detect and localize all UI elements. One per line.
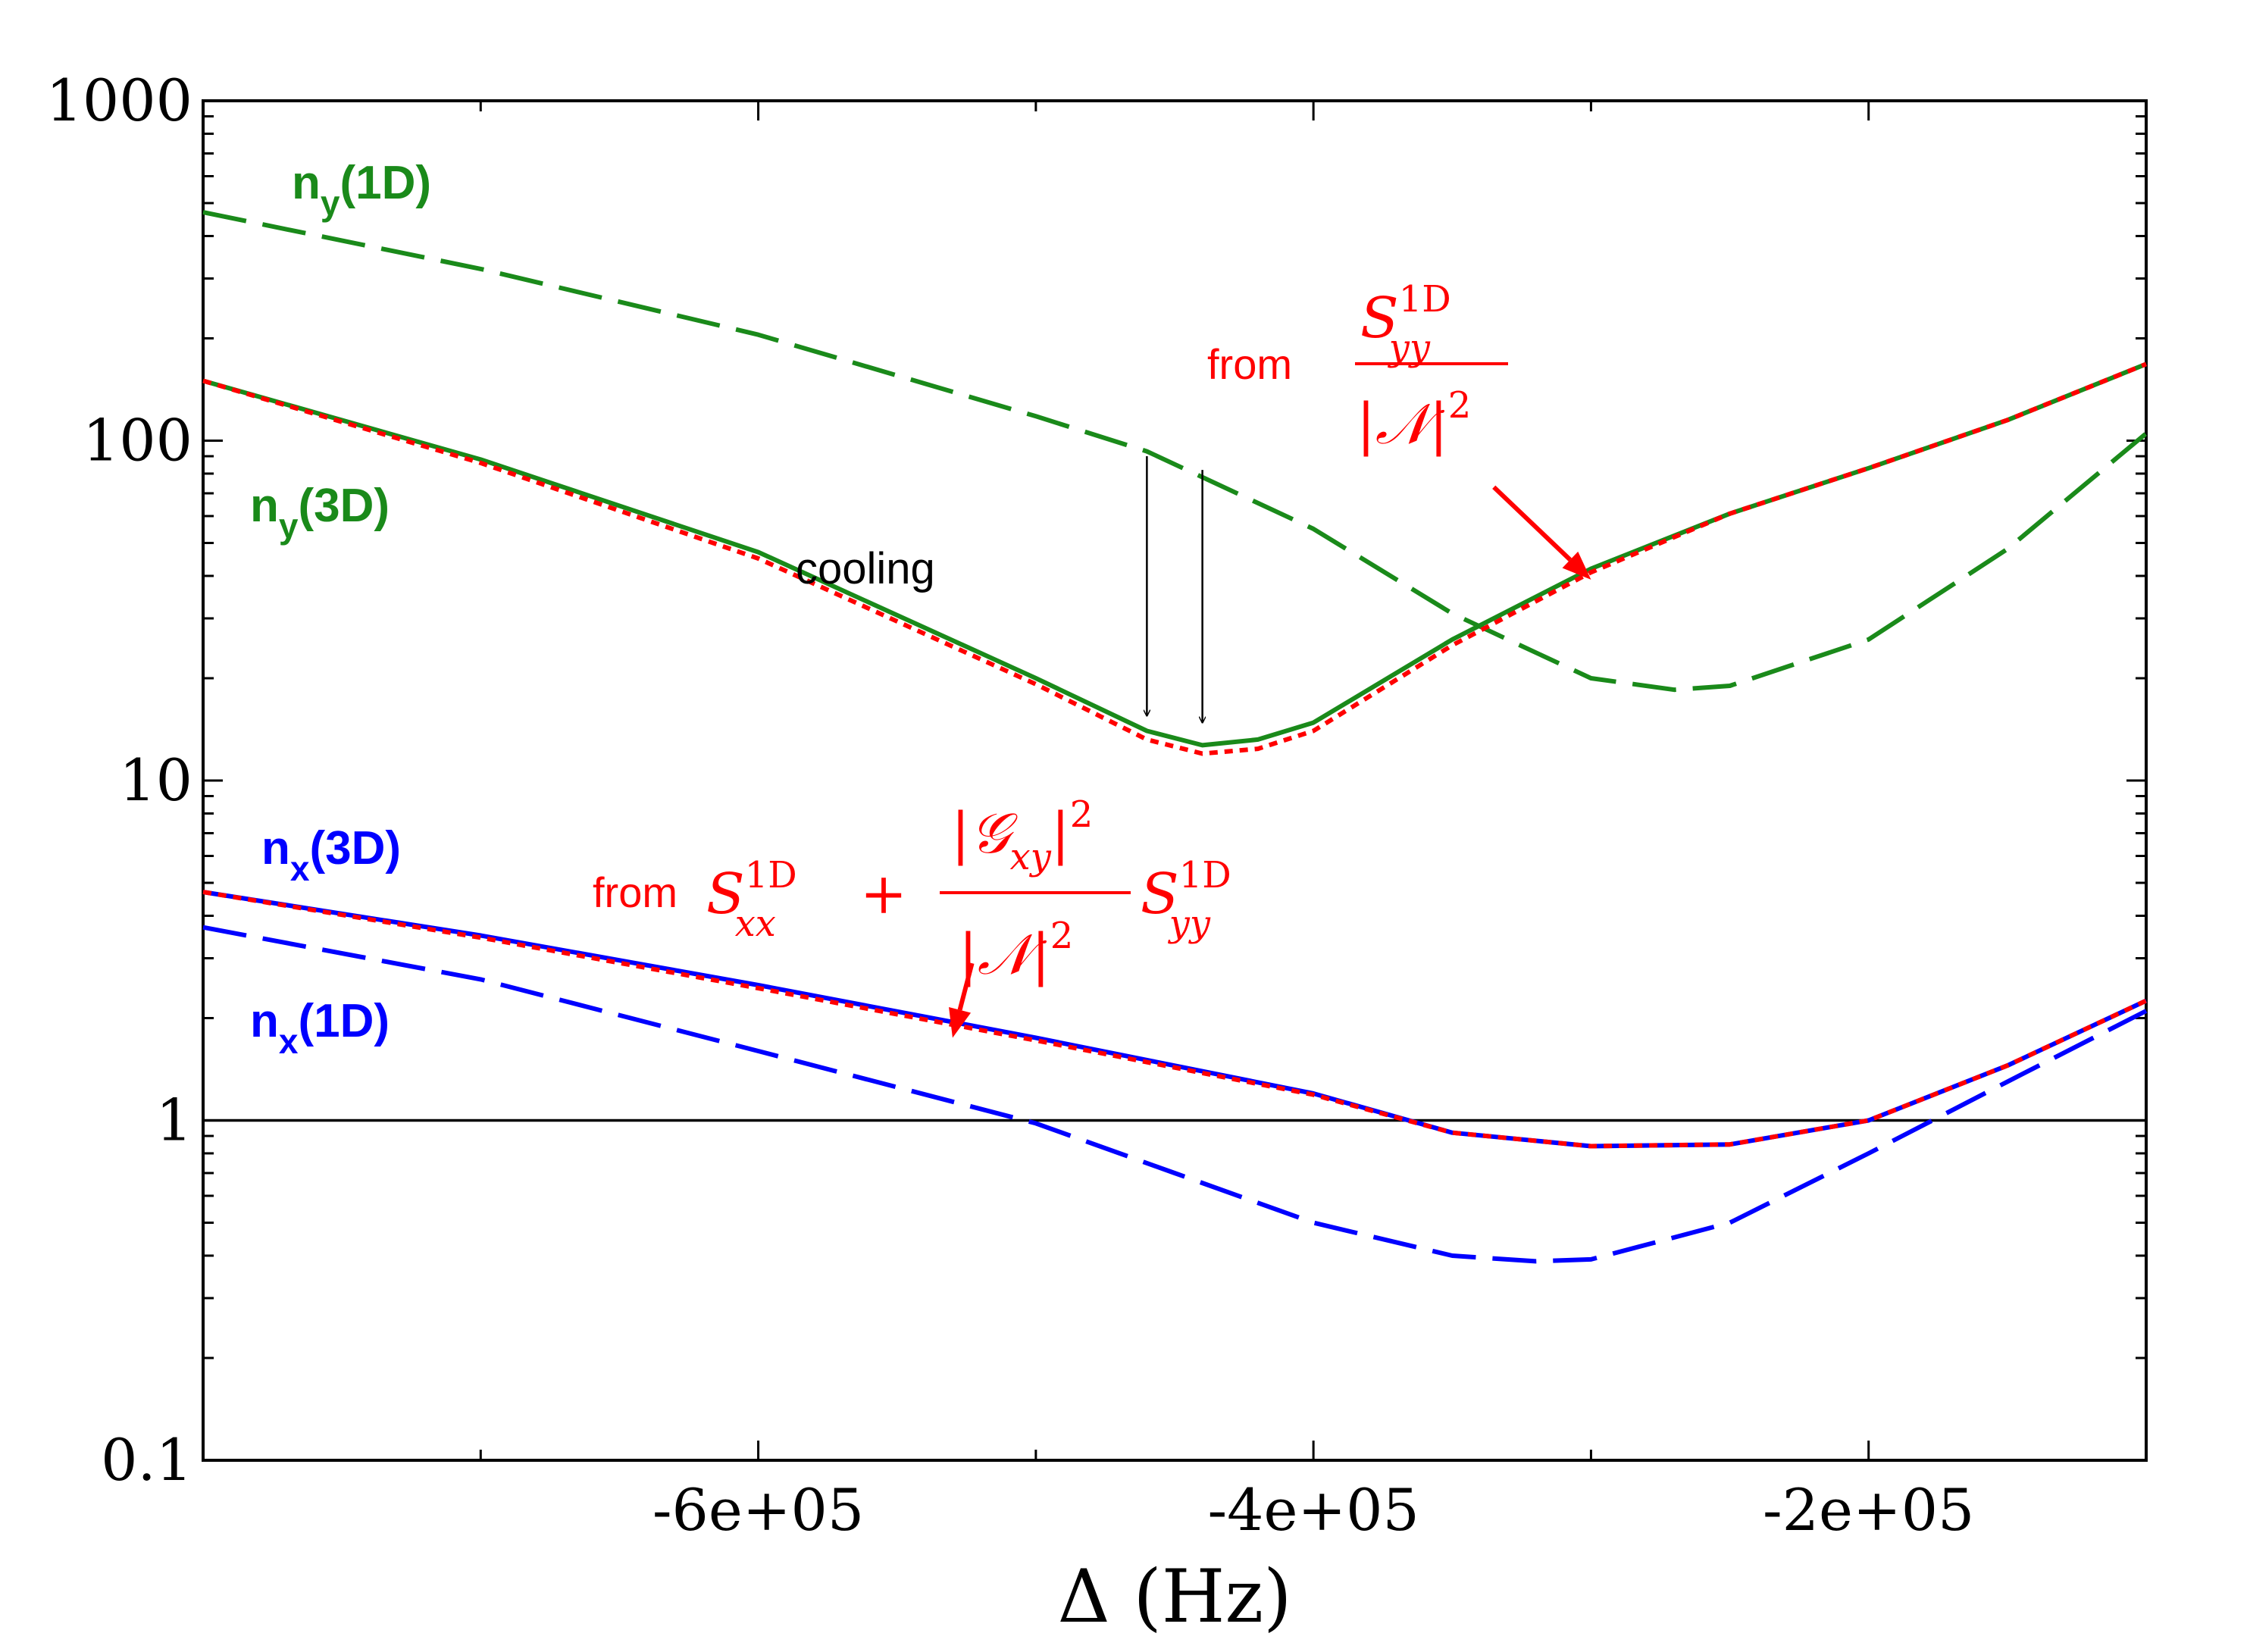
from-xx-sub2: yy	[1168, 903, 1211, 945]
from-yy-arrowhead	[1562, 551, 1591, 580]
from-xx-denominator: |𝒩|2	[959, 915, 1073, 987]
label-ny-1d: ny(1D)	[292, 157, 431, 223]
series-from-s-yy-1d-n-2	[202, 361, 2148, 756]
label-nx-1d-main: n	[250, 995, 279, 1047]
from-yy-s: S	[1360, 286, 1399, 351]
from-xx-second-term: S1D yy	[1141, 854, 1231, 945]
label-nx-1d-tail: (1D)	[298, 995, 390, 1047]
label-nx-3d-tail: (3D)	[309, 822, 401, 874]
label-nx-1d: nx(1D)	[250, 995, 390, 1061]
label-nx-1d-sub: x	[279, 1022, 299, 1061]
from-xx-num-sup: 2	[1070, 793, 1094, 836]
from-yy-prefix: from	[1207, 340, 1292, 388]
y-tick-label: 1	[156, 1087, 192, 1154]
from-xx-num-sub: xy	[1010, 836, 1052, 878]
from-yy-annotation: from S1D yy |𝒩|2	[1207, 278, 1591, 580]
label-nx-3d-sub: x	[290, 849, 310, 888]
plot-border	[202, 99, 2148, 1462]
x-tick-label: -4e+05	[1207, 1476, 1419, 1544]
x-axis-title: Δ (Hz)	[1057, 1554, 1291, 1639]
label-ny-3d-sub: y	[279, 506, 299, 546]
from-yy-arrow	[1492, 485, 1572, 562]
label-nx-3d: nx(3D)	[261, 822, 401, 888]
label-ny-3d-main: n	[250, 480, 279, 532]
label-ny-1d-main: n	[292, 157, 321, 209]
from-xx-plus: +	[860, 862, 907, 927]
x-tick-label: -6e+05	[652, 1476, 864, 1544]
series-n-y-3d	[202, 361, 2148, 748]
y-tick-label: 100	[83, 407, 192, 474]
from-xx-num-tail: |	[1051, 801, 1070, 866]
from-xx-sup1: 1D	[745, 854, 797, 896]
from-xx-numerator: |𝒢xy|2	[951, 793, 1093, 878]
series-n-y-1d	[202, 210, 2148, 693]
from-xx-num: |𝒢	[951, 801, 1019, 866]
tick-labels: -6e+05 -4e+05 -2e+05 0.1 1 10 100 1000	[46, 67, 1975, 1544]
from-xx-s1: S	[706, 862, 745, 927]
from-yy-denominator: |𝒩|2	[1357, 384, 1471, 457]
axis-ticks	[203, 101, 2146, 1460]
from-xx-arrow	[957, 962, 975, 1011]
label-ny-3d: ny(3D)	[250, 480, 390, 546]
from-xx-den-sup: 2	[1050, 915, 1074, 957]
from-xx-first-term: S1D xx	[706, 854, 797, 945]
from-xx-prefix: from	[593, 868, 678, 916]
label-ny-1d-sub: y	[321, 183, 340, 223]
from-xx-s2: S	[1141, 862, 1179, 927]
from-yy-sup: 1D	[1399, 278, 1451, 321]
label-ny-1d-tail: (1D)	[340, 157, 431, 209]
series-n-x-1d	[202, 925, 2148, 1264]
from-xx-sup2: 1D	[1179, 854, 1231, 896]
cooling-arrows	[1147, 456, 1202, 723]
from-yy-numerator: S1D yy	[1360, 278, 1451, 369]
series-n-x-3d	[202, 890, 2148, 1149]
series-layer	[202, 210, 2148, 1264]
y-tick-label: 10	[119, 746, 192, 814]
from-yy-den-sup: 2	[1448, 384, 1472, 427]
label-nx-3d-main: n	[261, 822, 290, 874]
from-xx-annotation: from S1D xx + |𝒢xy|2 |𝒩|2 S1D yy	[593, 793, 1231, 1038]
y-tick-label: 0.1	[101, 1426, 192, 1494]
from-xx-den: |𝒩|	[959, 922, 1050, 987]
cooling-label: cooling	[796, 544, 935, 593]
y-tick-label: 1000	[46, 67, 192, 134]
from-yy-den: |𝒩|	[1357, 392, 1448, 457]
from-xx-arrowhead	[949, 1006, 972, 1038]
label-ny-3d-tail: (3D)	[298, 480, 390, 532]
from-yy-sub: yy	[1388, 327, 1431, 369]
from-xx-sub1: xx	[735, 903, 776, 945]
plot-frame	[202, 99, 2148, 1462]
x-tick-label: -2e+05	[1763, 1476, 1974, 1544]
